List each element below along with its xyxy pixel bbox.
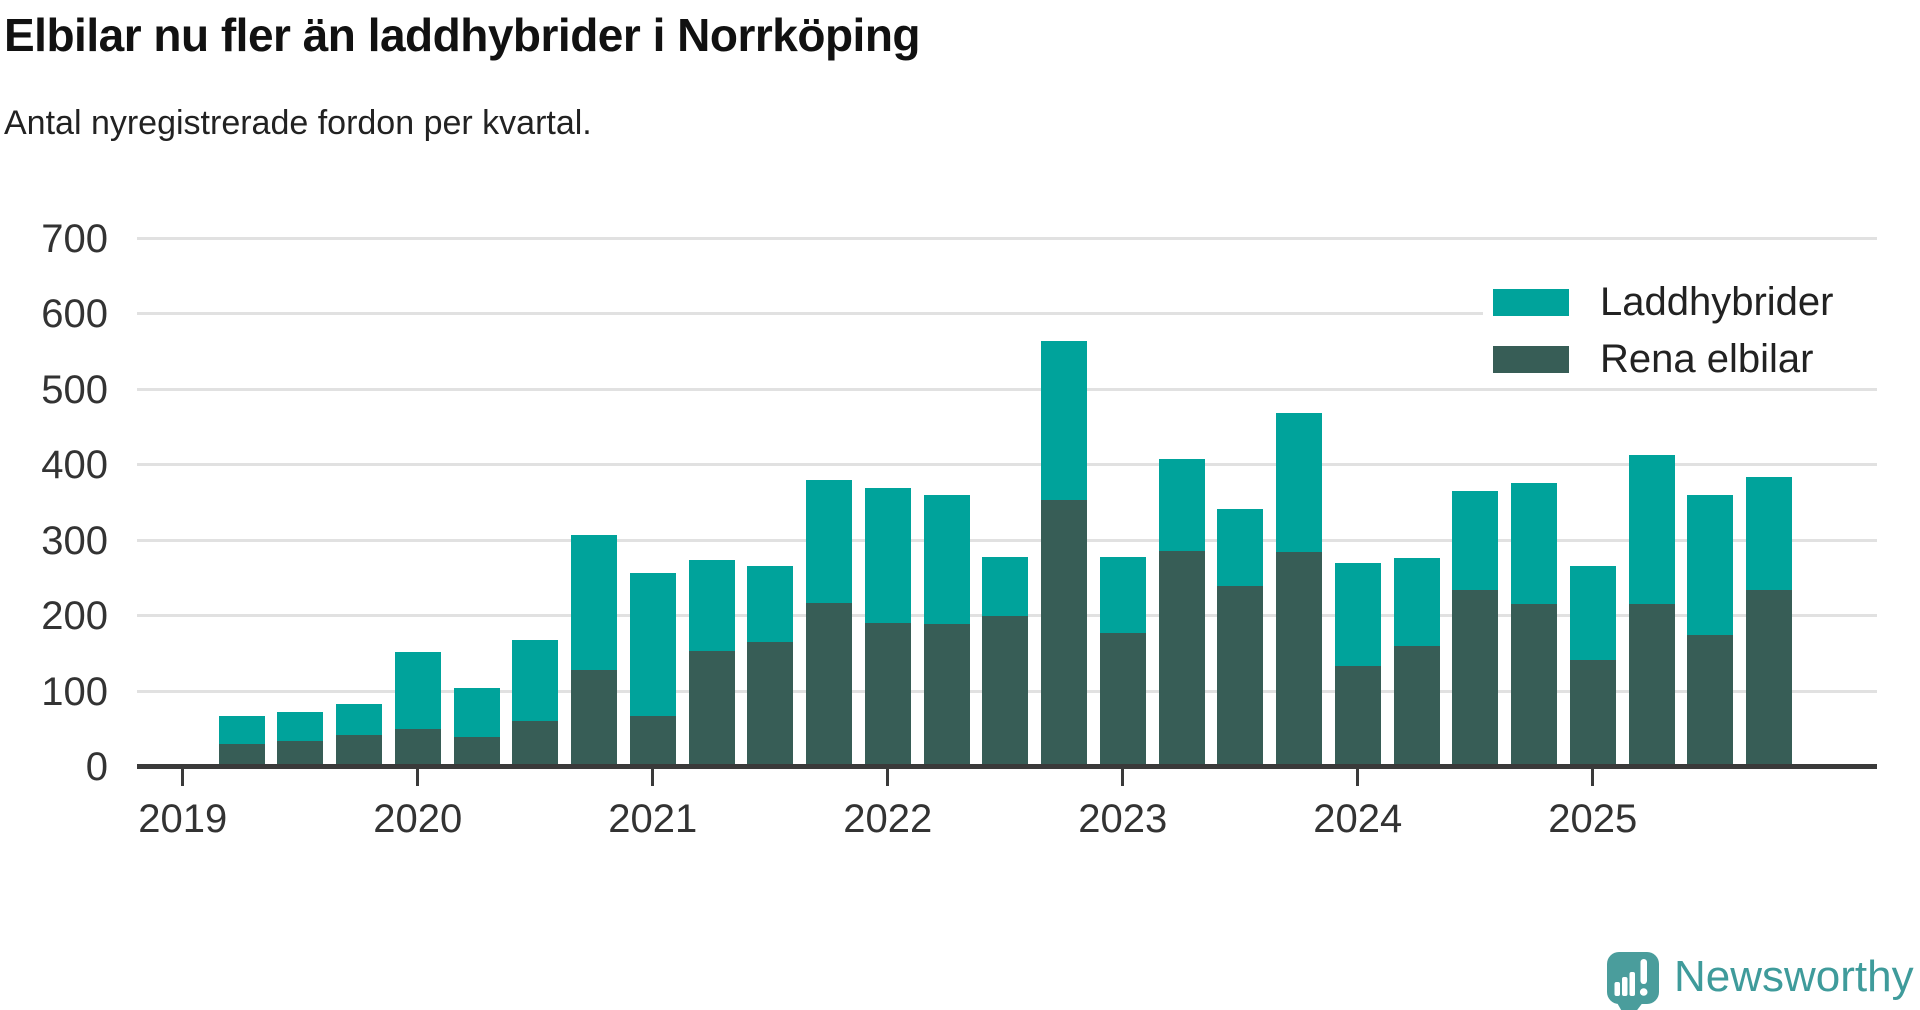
- bar-rena-elbilar-2022-Q3: [982, 616, 1029, 767]
- legend-label-laddhybrider: Laddhybrider: [1600, 280, 1834, 324]
- bar-rena-elbilar-2025-Q2: [1628, 604, 1675, 767]
- bar-laddhybrider-2019-Q4: [336, 704, 382, 736]
- bar-laddhybrider-2019-Q3: [277, 711, 324, 741]
- bar-rena-elbilar-2021-Q2: [688, 650, 735, 767]
- bar-laddhybrider-2023-Q2: [1158, 459, 1205, 551]
- gridline-y-600: [137, 312, 1877, 316]
- legend-item-laddhybrider: Laddhybrider: [1493, 280, 1834, 325]
- bar-laddhybrider-2021-Q4: [806, 480, 852, 603]
- bar-laddhybrider-2023-Q1: [1099, 557, 1146, 633]
- legend-item-rena-elbilar: Rena elbilar: [1493, 337, 1813, 382]
- newsworthy-logo-text: Newsworthy: [1674, 952, 1914, 1001]
- x-axis-label-2024: 2024: [1313, 797, 1403, 841]
- x-axis-label-2020: 2020: [373, 797, 463, 841]
- bar-rena-elbilar-2021-Q4: [806, 602, 852, 767]
- bar-laddhybrider-2023-Q4: [1276, 412, 1322, 553]
- bar-laddhybrider-2024-Q1: [1334, 562, 1381, 666]
- x-axis-label-2021: 2021: [608, 797, 698, 841]
- bar-laddhybrider-2022-Q4: [1041, 340, 1087, 500]
- bar-rena-elbilar-2019-Q3: [277, 740, 324, 767]
- bar-rena-elbilar-2023-Q4: [1276, 552, 1322, 767]
- y-axis-label-700: 700: [41, 217, 108, 261]
- plot-area: [137, 237, 1877, 769]
- bar-rena-elbilar-2020-Q2: [453, 736, 500, 767]
- bar-rena-elbilar-2019-Q2: [218, 744, 265, 767]
- x-axis-label-2022: 2022: [843, 797, 933, 841]
- chart-title: Elbilar nu fler än laddhybrider i Norrkö…: [4, 9, 921, 61]
- bar-laddhybrider-2024-Q3: [1452, 490, 1499, 590]
- x-axis-line: [137, 764, 1877, 769]
- newsworthy-logo-link[interactable]: Newsworthy: [1607, 951, 1914, 1010]
- bar-laddhybrider-2020-Q4: [571, 535, 617, 670]
- bar-rena-elbilar-2023-Q2: [1158, 550, 1205, 767]
- y-axis-label-300: 300: [41, 518, 108, 563]
- gridline-y-300: [137, 538, 1877, 542]
- bar-rena-elbilar-2024-Q2: [1393, 645, 1440, 767]
- bar-laddhybrider-2021-Q3: [747, 566, 794, 642]
- bar-rena-elbilar-2020-Q1: [394, 728, 441, 767]
- bar-rena-elbilar-2021-Q3: [747, 641, 794, 767]
- bar-laddhybrider-2020-Q1: [394, 652, 441, 729]
- y-axis-label-0: 0: [85, 745, 108, 789]
- bar-rena-elbilar-2022-Q1: [864, 622, 911, 767]
- bar-laddhybrider-2021-Q2: [688, 559, 735, 651]
- x-axis-tick-2025: [1591, 769, 1595, 786]
- bar-rena-elbilar-2021-Q1: [629, 715, 676, 767]
- bar-rena-elbilar-2025-Q3: [1687, 635, 1734, 767]
- x-axis-tick-2022: [886, 769, 890, 786]
- bar-laddhybrider-2021-Q1: [629, 573, 676, 716]
- bar-laddhybrider-2024-Q2: [1393, 558, 1440, 646]
- gridline-y-500: [137, 387, 1877, 391]
- bar-laddhybrider-2022-Q3: [982, 557, 1029, 617]
- bar-rena-elbilar-2024-Q3: [1452, 589, 1499, 767]
- x-axis-tick-2024: [1356, 769, 1360, 786]
- legend-swatch-rena-elbilar: [1493, 346, 1569, 373]
- bar-rena-elbilar-2025-Q4: [1746, 589, 1792, 767]
- bar-laddhybrider-2019-Q2: [218, 716, 265, 745]
- gridline-y-700: [137, 237, 1877, 240]
- bar-rena-elbilar-2024-Q4: [1511, 604, 1557, 767]
- x-axis-tick-2019: [181, 769, 185, 786]
- bar-rena-elbilar-2024-Q1: [1334, 665, 1381, 767]
- bar-rena-elbilar-2022-Q4: [1041, 499, 1087, 767]
- bar-laddhybrider-2024-Q4: [1511, 483, 1557, 605]
- bar-laddhybrider-2025-Q2: [1628, 454, 1675, 605]
- chart-subtitle: Antal nyregistrerade fordon per kvartal.: [4, 104, 592, 142]
- y-axis-label-100: 100: [41, 669, 108, 714]
- bar-rena-elbilar-2023-Q3: [1217, 585, 1264, 767]
- y-axis-label-600: 600: [41, 292, 108, 337]
- x-axis-label-2019: 2019: [138, 797, 228, 841]
- newsworthy-bubble-chart-icon: [1607, 951, 1660, 1010]
- bar-rena-elbilar-2020-Q4: [571, 669, 617, 767]
- bar-laddhybrider-2025-Q4: [1746, 477, 1792, 590]
- bar-laddhybrider-2025-Q3: [1687, 495, 1734, 635]
- y-axis-label-400: 400: [41, 443, 108, 488]
- legend-swatch-laddhybrider: [1493, 289, 1569, 316]
- legend: Laddhybrider Rena elbilar: [1483, 266, 1879, 381]
- bar-rena-elbilar-2023-Q1: [1099, 632, 1146, 767]
- x-axis-tick-2021: [651, 769, 655, 786]
- y-axis-label-200: 200: [41, 594, 108, 639]
- x-axis-label-2025: 2025: [1548, 797, 1638, 841]
- gridline-y-400: [137, 463, 1877, 467]
- bar-rena-elbilar-2020-Q3: [512, 721, 559, 767]
- bar-laddhybrider-2022-Q1: [864, 487, 911, 623]
- x-axis-label-2023: 2023: [1078, 797, 1168, 841]
- y-axis-label-500: 500: [41, 367, 108, 412]
- bar-rena-elbilar-2022-Q2: [923, 624, 970, 767]
- bar-laddhybrider-2020-Q3: [512, 639, 559, 721]
- bar-rena-elbilar-2019-Q4: [336, 735, 382, 767]
- legend-label-rena-elbilar: Rena elbilar: [1600, 337, 1814, 381]
- bar-laddhybrider-2022-Q2: [923, 495, 970, 625]
- bar-laddhybrider-2025-Q1: [1569, 566, 1616, 660]
- x-axis-tick-2020: [416, 769, 420, 786]
- bar-laddhybrider-2023-Q3: [1217, 509, 1264, 586]
- bar-laddhybrider-2020-Q2: [453, 687, 500, 737]
- bar-rena-elbilar-2025-Q1: [1569, 659, 1616, 767]
- x-axis-tick-2023: [1121, 769, 1125, 786]
